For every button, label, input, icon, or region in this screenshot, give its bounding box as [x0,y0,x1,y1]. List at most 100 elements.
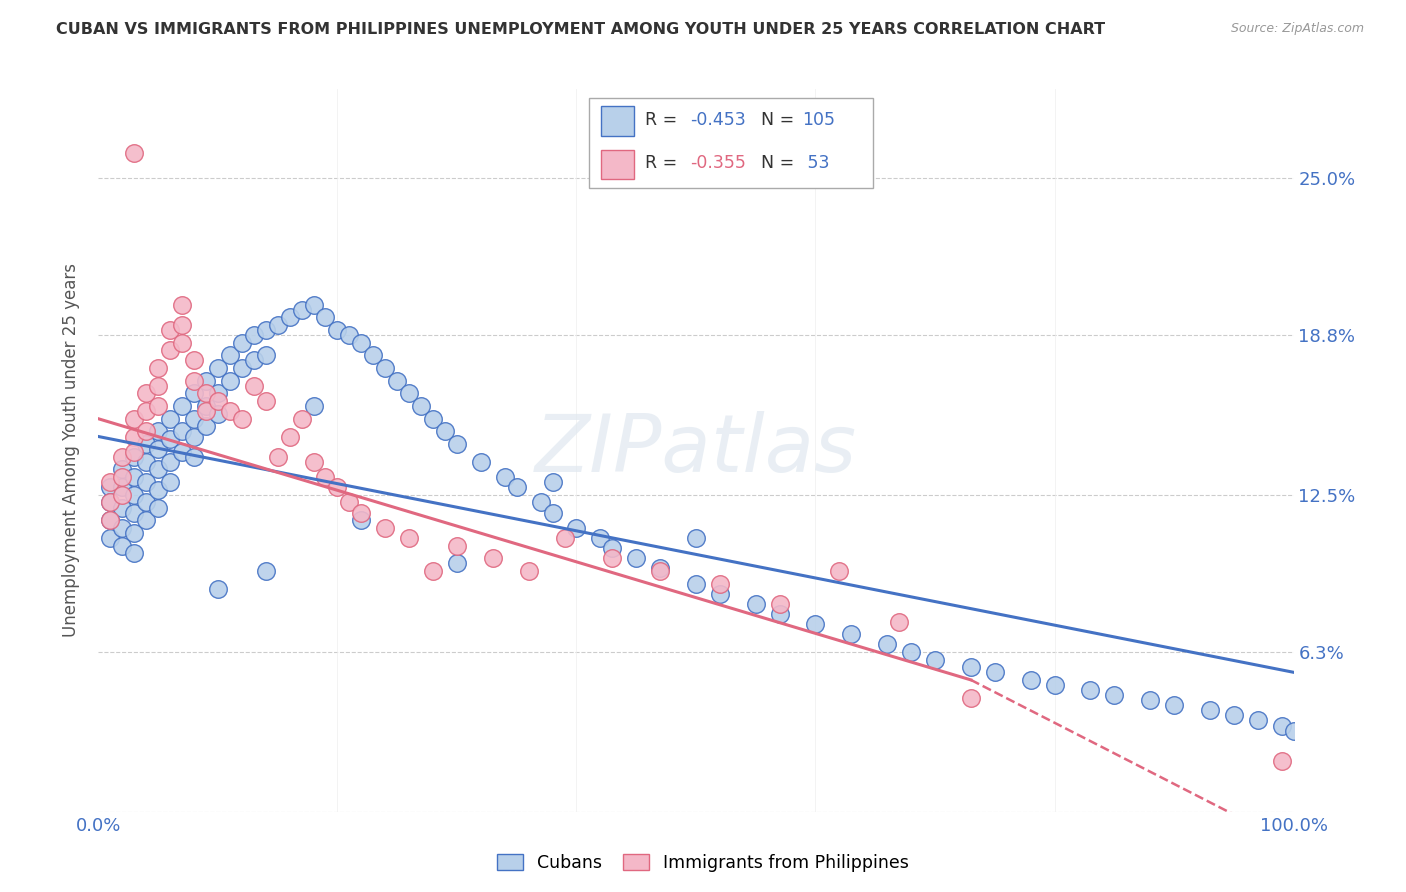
Point [339,495,361,509]
Point [183,386,205,401]
Text: ZIPatlas: ZIPatlas [534,411,858,490]
Point [374,361,396,376]
FancyBboxPatch shape [602,150,634,179]
Point [278,310,301,325]
Point [481,551,505,566]
Point [350,335,373,350]
Point [291,302,314,317]
Point [172,335,194,350]
Point [828,564,851,578]
Point [124,525,146,540]
Point [183,411,205,425]
Point [148,442,170,457]
Point [302,399,325,413]
Point [148,379,170,393]
Point [183,353,205,368]
Point [422,564,444,578]
Point [804,617,827,632]
Point [530,495,553,509]
Point [195,386,218,401]
Text: Source: ZipAtlas.com: Source: ZipAtlas.com [1230,22,1364,36]
Point [135,513,157,527]
Point [422,411,444,425]
Point [195,404,218,418]
Point [339,328,361,343]
Point [517,564,540,578]
Point [541,475,564,490]
Point [363,348,385,362]
Point [960,690,983,705]
Point [159,343,181,358]
Point [446,437,468,451]
Legend: Cubans, Immigrants from Philippines: Cubans, Immigrants from Philippines [491,847,915,879]
Point [124,444,146,458]
Point [446,539,468,553]
Point [589,531,612,545]
Point [195,374,218,388]
Point [768,597,790,611]
Text: 105: 105 [801,112,835,129]
Point [315,470,337,484]
Point [219,348,242,362]
Point [302,298,325,312]
Point [1019,673,1042,687]
Point [841,627,863,641]
Point [98,531,122,545]
Point [135,455,157,469]
Point [231,335,253,350]
Point [159,323,181,337]
Point [148,425,170,439]
Point [207,582,229,596]
Point [960,660,983,674]
Point [278,429,301,443]
Point [554,531,576,545]
Point [231,361,253,376]
Y-axis label: Unemployment Among Youth under 25 years: Unemployment Among Youth under 25 years [62,263,80,638]
Point [148,399,170,413]
Point [1139,693,1161,707]
Point [195,399,218,413]
Point [889,615,911,629]
Point [135,425,157,439]
Point [984,665,1007,680]
Point [172,399,194,413]
Point [434,425,457,439]
Point [685,576,707,591]
Point [124,470,146,484]
Point [709,576,731,591]
Point [1247,714,1270,728]
Point [1271,718,1294,732]
Point [648,564,672,578]
Point [494,470,516,484]
Text: N =: N = [761,112,800,129]
Point [1271,754,1294,768]
Point [111,470,134,484]
Point [111,488,134,502]
Point [124,450,146,464]
Point [98,495,122,509]
Point [1080,683,1102,698]
Point [135,495,157,509]
Text: R =: R = [645,154,683,172]
Point [541,506,564,520]
Point [183,429,205,443]
Point [1199,703,1222,717]
Point [1043,678,1066,692]
Point [243,379,266,393]
Point [291,411,314,425]
Text: N =: N = [761,154,800,172]
Point [207,407,229,421]
Point [159,432,181,446]
Point [124,506,146,520]
Point [243,328,266,343]
Point [350,506,373,520]
Point [159,455,181,469]
FancyBboxPatch shape [589,97,873,188]
Point [172,425,194,439]
Point [124,488,146,502]
Point [267,318,290,332]
Point [398,531,420,545]
Point [602,551,624,566]
Point [148,462,170,476]
Point [326,323,349,337]
